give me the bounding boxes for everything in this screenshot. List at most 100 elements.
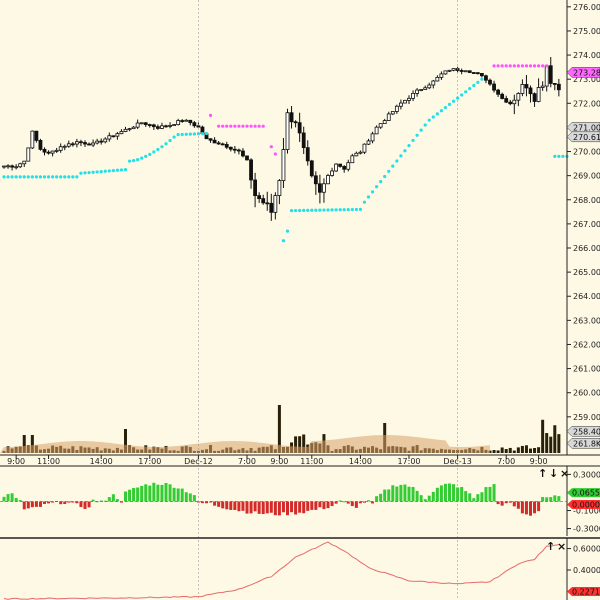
candle [492,80,496,93]
osc-bar [403,484,407,502]
candle-body [38,140,43,150]
osc-bar [144,484,148,502]
psar-dot [334,208,338,212]
candle-body [249,159,253,181]
candle [224,141,229,150]
volume-bar [500,447,504,453]
osc-bar [176,488,180,502]
candle [342,165,347,173]
candle [172,124,177,127]
candle-body [14,166,19,169]
candle-body [281,149,286,182]
osc-bar [512,501,516,507]
volume-bar [553,425,557,453]
line-close-button[interactable]: × [557,540,566,553]
psar-dot [148,152,152,156]
candle-body [552,83,557,85]
candle [50,150,55,157]
time-axis[interactable]: 9:00 11:00 14:00 17:00 Dec-12 7:00 9:00 11:00 14… [0,454,600,466]
candle [471,71,476,74]
candle-body [350,155,355,164]
volume-bar [504,449,508,453]
candle [451,68,456,72]
psar-dot [168,138,172,143]
osc-bar [180,488,184,502]
osc-bar [233,501,237,510]
osc-pane-controls[interactable]: ↑ ↓ × [538,467,569,480]
osc-bar [346,501,350,504]
psar-dot [140,156,144,160]
osc-bar [375,496,379,502]
candle-body [475,72,480,75]
osc-close-button[interactable]: × [560,467,569,480]
osc-bar [306,501,310,511]
price-tag-box [566,438,600,449]
psar-dot [18,175,22,179]
osc-bar [464,491,468,502]
price-tick-label: 276.00 [573,3,600,12]
candle [2,165,6,169]
osc-bar [281,501,285,513]
psar-dot [500,64,504,68]
candle-body [443,70,448,75]
candle [228,146,233,152]
osc-bar [2,496,6,502]
candle [54,147,59,153]
candle-body [439,73,444,78]
psar-dot [160,145,164,149]
line-pane-controls[interactable]: ↑ × [546,540,566,553]
candle-body [508,101,513,105]
price-tick-label: 266.00 [573,244,600,253]
candle-body [257,195,262,200]
osc-bar [152,482,156,502]
psar-dot [480,77,484,81]
osc-bar [516,501,520,509]
candle-body [70,143,75,146]
osc-bar [225,501,229,510]
histogram-oscillator-pane[interactable]: 0.30000.1000-0.1000-0.30000.065580.00000… [0,465,600,536]
price-tick-label: 268.00 [573,196,600,205]
candle [269,193,274,221]
psar-dot [528,64,533,68]
osc-axis-labels: 0.30000.1000-0.1000-0.30000.065580.00000 [567,470,600,534]
line-tick-label: 0.4000 [573,566,600,575]
osc-bar [423,499,427,502]
osc-bar [545,497,549,502]
candle [22,160,27,167]
osc-bar [51,501,55,503]
candle-body [338,163,343,167]
candle-body [415,89,420,94]
osc-bar [439,485,443,502]
psar-dot [111,169,115,173]
osc-bar [47,501,51,504]
candle [6,164,10,169]
psar-dot [6,175,10,179]
candle-body [431,80,436,86]
candle [220,142,225,146]
candle-body [10,165,15,168]
candle-body [91,142,95,146]
candle [293,120,298,128]
price-pane[interactable] [0,57,569,453]
candle [14,164,19,170]
line-move-up-button[interactable]: ↑ [546,540,555,553]
candle-body [390,111,395,115]
psar-dot [310,208,314,212]
candle [484,74,488,84]
osc-move-down-button[interactable]: ↓ [549,467,558,480]
candle [297,112,302,142]
osc-move-up-button[interactable]: ↑ [538,467,547,480]
psar-dot [403,149,407,153]
volume-bar [508,447,512,453]
candle-body [403,99,407,104]
psar-dot [342,208,346,212]
psar-dot [468,87,472,91]
candle-body [50,150,55,154]
candle [439,71,444,80]
price-tick-label: 275.00 [573,27,600,36]
candle-body [155,126,160,129]
osc-bar [132,487,136,502]
psar-dot [395,159,399,163]
